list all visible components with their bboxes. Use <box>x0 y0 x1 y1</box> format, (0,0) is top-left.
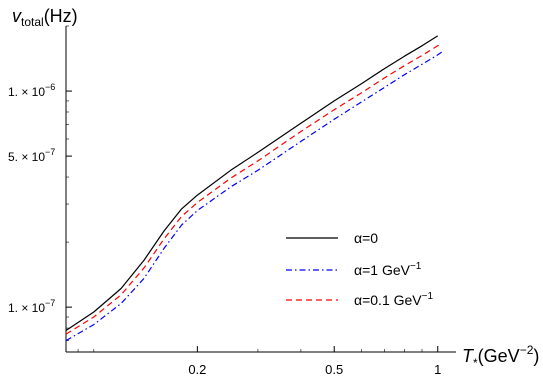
legend-label-3: α=0.1 GeV−1 <box>354 291 433 308</box>
series-line-3 <box>65 42 443 335</box>
legend-label-2: α=1 GeV−1 <box>354 261 422 278</box>
series-line-2 <box>65 51 443 342</box>
y-tick-label: 1. × 10−6 <box>8 82 55 99</box>
series-line-1 <box>65 35 439 331</box>
legend: α=0 α=1 GeV−1 α=0.1 GeV−1 <box>286 230 433 308</box>
x-axis-label: T*(GeV−2) <box>462 343 539 370</box>
y-axis-label: vtotal(Hz) <box>12 6 78 29</box>
y-tick-label: 5. × 10−7 <box>8 147 55 164</box>
x-tick-label: 1 <box>434 362 441 377</box>
series-layer <box>65 35 443 342</box>
axes <box>65 26 456 353</box>
x-tick-label: 0.2 <box>188 362 206 377</box>
axis-ticks: 0.2 0.5 1 1. × 10−7 5. × 10−7 1. × 10−6 <box>8 25 441 377</box>
legend-label-1: α=0 <box>354 230 378 246</box>
x-tick-label: 0.5 <box>325 362 343 377</box>
y-tick-label: 1. × 10−7 <box>8 298 55 315</box>
